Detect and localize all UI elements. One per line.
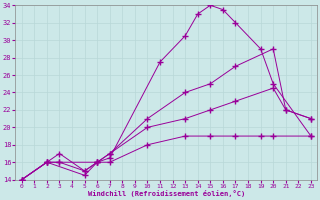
X-axis label: Windchill (Refroidissement éolien,°C): Windchill (Refroidissement éolien,°C) — [88, 190, 245, 197]
